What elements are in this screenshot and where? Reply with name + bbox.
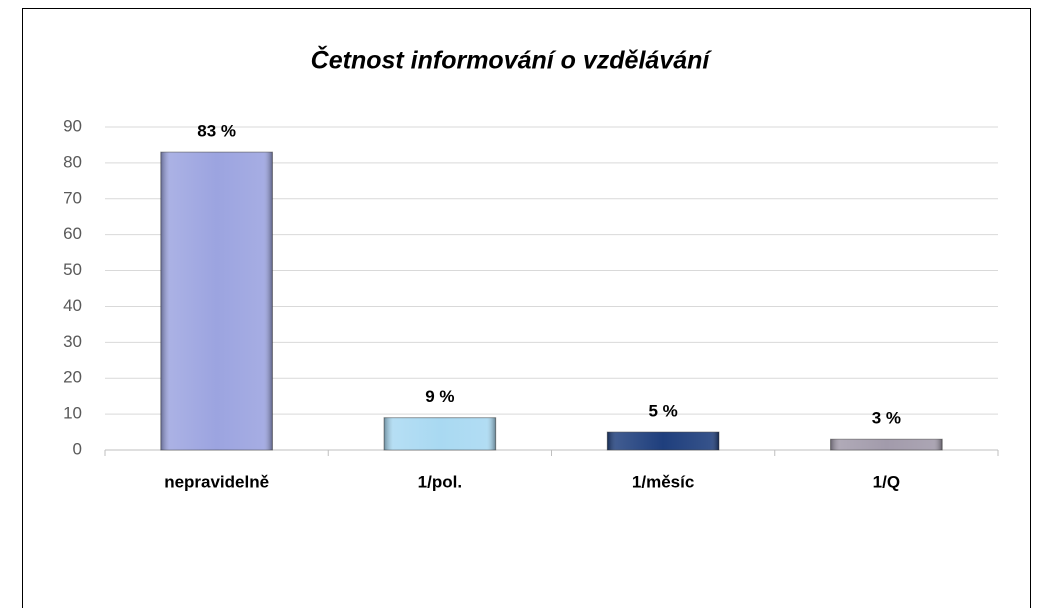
- y-tick-label: 70: [63, 188, 82, 207]
- y-tick-label: 60: [63, 224, 82, 243]
- y-tick-label: 0: [73, 439, 82, 458]
- y-tick-label: 50: [63, 260, 82, 279]
- bar: [606, 431, 720, 451]
- bar: [383, 417, 497, 451]
- y-tick-label: 90: [63, 116, 82, 135]
- x-tick-label: 1/Q: [873, 472, 900, 491]
- x-tick-label: nepravidelně: [164, 472, 269, 491]
- y-tick-label: 10: [63, 404, 82, 423]
- chart-title: Četnost informování o vzdělávání: [311, 45, 713, 75]
- x-tick-label: 1/měsíc: [632, 472, 694, 491]
- y-tick-label: 30: [63, 332, 82, 351]
- value-label: 3 %: [872, 409, 901, 428]
- y-tick-label: 20: [63, 368, 82, 387]
- y-tick-label: 80: [63, 152, 82, 171]
- y-tick-label: 40: [63, 296, 82, 315]
- x-tick-label: 1/pol.: [418, 472, 462, 491]
- bar: [160, 151, 273, 451]
- value-label: 9 %: [425, 387, 454, 406]
- value-label: 5 %: [648, 402, 677, 421]
- bar: [830, 438, 943, 451]
- value-label: 83 %: [197, 122, 236, 141]
